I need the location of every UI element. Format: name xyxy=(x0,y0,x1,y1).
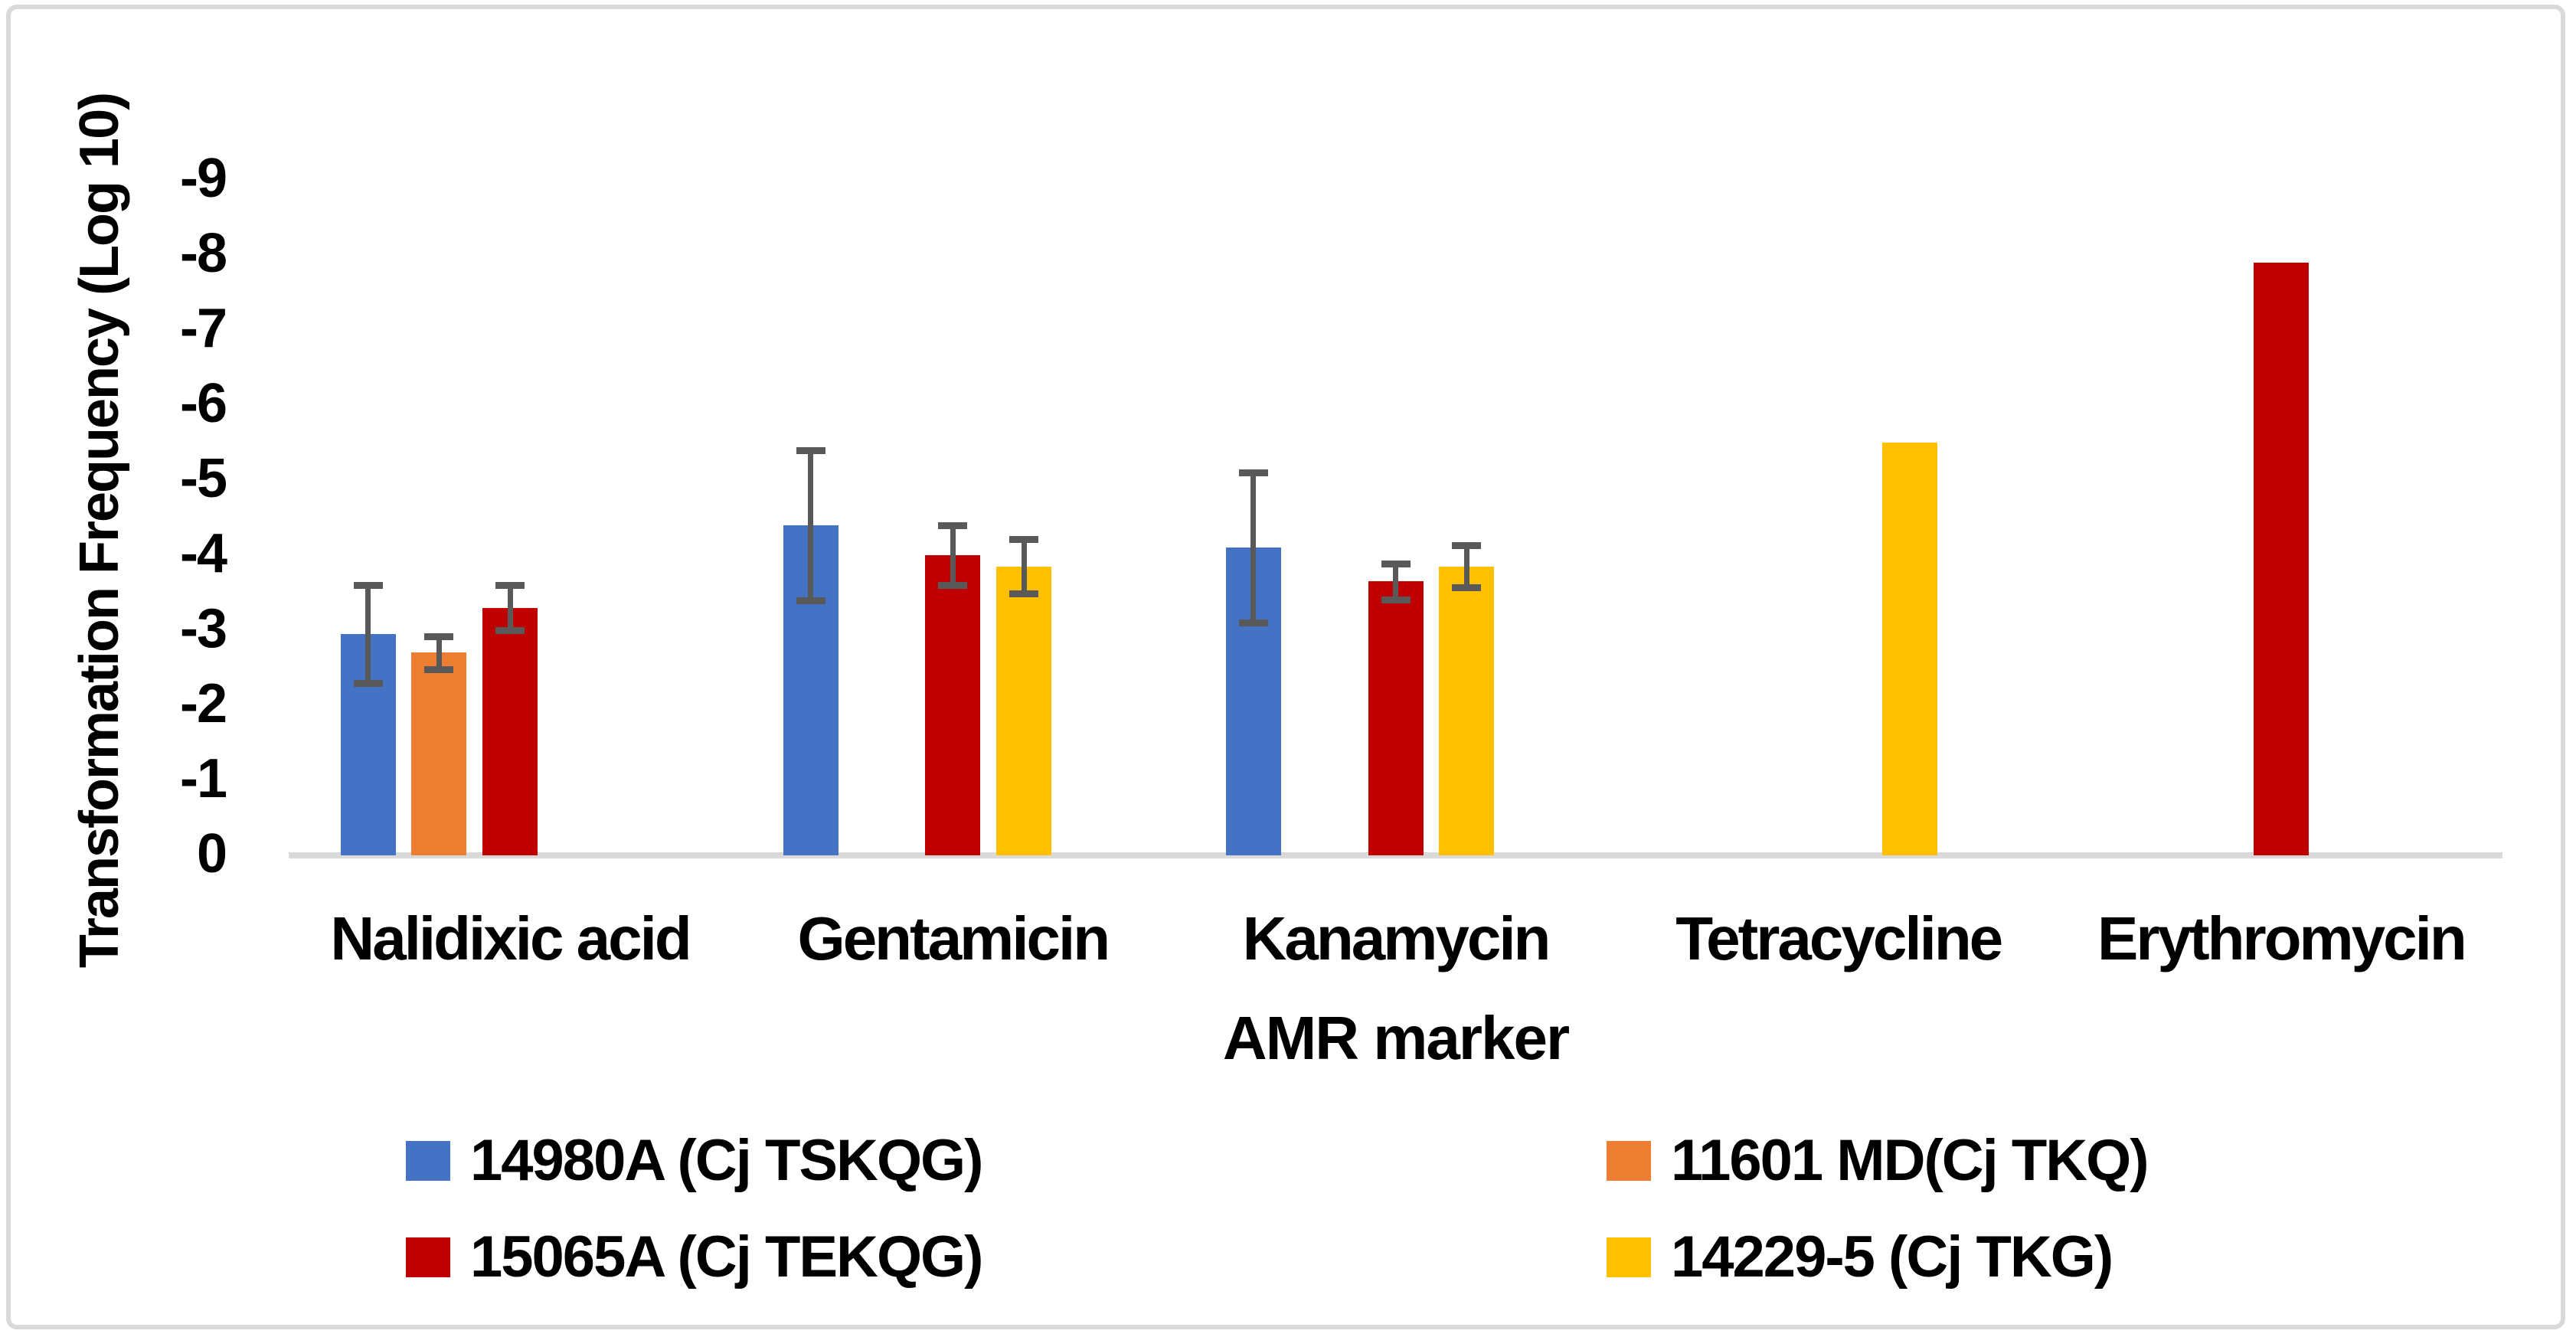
error-bar-cap xyxy=(353,679,383,687)
y-tick-label--1: -1 xyxy=(179,748,227,809)
y-tick-label--2: -2 xyxy=(179,673,227,734)
error-bar-line xyxy=(950,525,956,586)
legend-label: 15065A (Cj TEKQG) xyxy=(470,1224,983,1290)
category-label-gentamicin: Gentamicin xyxy=(797,904,1110,973)
error-bar-cap xyxy=(495,582,525,590)
error-bar-line xyxy=(507,585,513,630)
bar-14229-5-kanamycin xyxy=(1439,566,1495,855)
bar-15065A-erythromycin xyxy=(2253,262,2309,855)
legend-label: 14980A (Cj TSKQG) xyxy=(470,1128,983,1193)
bar-14229-5-gentamicin xyxy=(996,566,1052,855)
y-tick-label-0: 0 xyxy=(196,823,227,884)
error-bar-cap xyxy=(1009,590,1039,597)
error-bar-cap xyxy=(424,665,454,673)
error-bar-line xyxy=(365,585,371,683)
bar-15065A-kanamycin xyxy=(1368,581,1424,855)
error-bar-cap xyxy=(938,521,968,529)
error-bar-cap xyxy=(1009,536,1039,544)
y-tick-label--4: -4 xyxy=(179,523,227,584)
legend-swatch-icon xyxy=(406,1140,450,1181)
error-bar-line xyxy=(1021,539,1027,593)
error-bar-cap xyxy=(1381,560,1411,567)
y-tick-label--6: -6 xyxy=(179,373,227,434)
error-bar-cap xyxy=(1452,584,1482,592)
legend-swatch-icon xyxy=(406,1237,450,1277)
bar-15065A-gentamicin xyxy=(925,555,981,855)
bar-14229-5-tetracycline xyxy=(1881,443,1937,855)
error-bar-cap xyxy=(796,597,825,604)
error-bar-cap xyxy=(353,582,383,590)
error-bar-cap xyxy=(495,627,525,634)
error-bar-cap xyxy=(1452,542,1482,550)
y-tick-label--7: -7 xyxy=(179,298,227,359)
legend-item-11601: 11601 MD(Cj TKQ) xyxy=(1607,1127,2149,1194)
legend-item-14980A: 14980A (Cj TSKQG) xyxy=(406,1127,983,1194)
y-tick-label--9: -9 xyxy=(179,148,227,209)
bar-11601-nalidixic-acid xyxy=(411,652,467,855)
category-label-kanamycin: Kanamycin xyxy=(1242,904,1551,973)
legend-swatch-icon xyxy=(1607,1140,1651,1181)
error-bar-cap xyxy=(424,633,454,640)
error-bar-cap xyxy=(1381,596,1411,603)
error-bar-cap xyxy=(1238,619,1268,627)
y-tick-label--8: -8 xyxy=(179,223,227,284)
category-label-tetracycline: Tetracycline xyxy=(1675,904,2003,973)
error-bar-cap xyxy=(1238,469,1268,477)
legend-item-14229-5: 14229-5 (Cj TKG) xyxy=(1607,1224,2113,1290)
error-bar-cap xyxy=(938,582,968,590)
error-bar-line xyxy=(1393,563,1398,600)
y-tick-label--3: -3 xyxy=(179,598,227,659)
x-axis-title: AMR marker xyxy=(1222,1004,1570,1072)
legend-item-15065A: 15065A (Cj TEKQG) xyxy=(406,1224,983,1290)
legend-swatch-icon xyxy=(1607,1237,1651,1277)
category-label-erythromycin: Erythromycin xyxy=(2097,904,2467,973)
error-bar-line xyxy=(808,449,814,600)
category-label-nalidixic-acid: Nalidixic acid xyxy=(330,904,691,973)
y-tick-label--5: -5 xyxy=(179,448,227,509)
error-bar-line xyxy=(1463,545,1469,588)
error-bar-line xyxy=(436,636,442,669)
error-bar-cap xyxy=(796,446,825,454)
bar-15065A-nalidixic-acid xyxy=(482,607,538,855)
legend-label: 11601 MD(Cj TKQ) xyxy=(1671,1128,2149,1193)
error-bar-line xyxy=(1250,472,1257,623)
x-axis-line xyxy=(289,852,2502,858)
legend-label: 14229-5 (Cj TKG) xyxy=(1671,1224,2113,1290)
